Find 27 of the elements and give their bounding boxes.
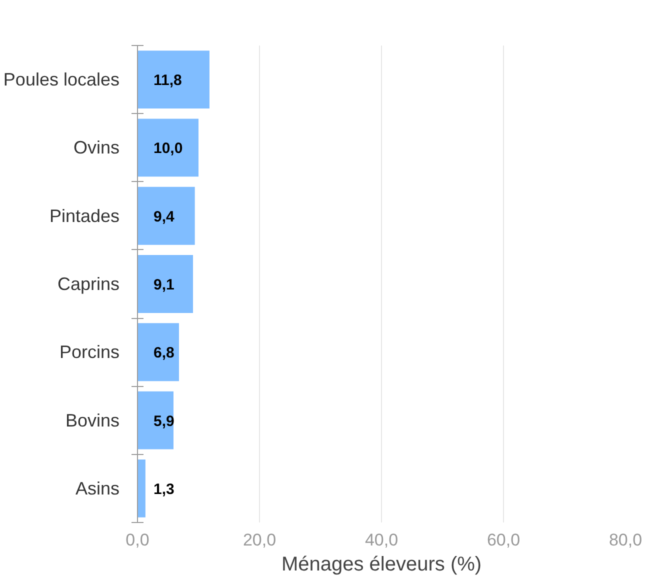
- y-tick-label: Pintades: [49, 206, 120, 226]
- y-tick-label: Ovins: [73, 138, 120, 158]
- bar: [138, 50, 210, 109]
- x-axis-title: Ménages éleveurs (%): [281, 554, 482, 576]
- data-label: 1,3: [154, 480, 174, 498]
- y-tick-label: Poules locales: [3, 70, 120, 90]
- x-tick-label: 80,0: [608, 530, 642, 550]
- x-tick-label: 20,0: [242, 530, 276, 550]
- data-label: 5,9: [154, 412, 174, 430]
- y-tick-label: Asins: [75, 478, 120, 498]
- y-tick-label: Bovins: [65, 410, 120, 430]
- x-tick-label: 0,0: [126, 530, 150, 550]
- data-label: 6,8: [154, 344, 174, 362]
- data-label: 9,4: [154, 208, 176, 226]
- bar: [138, 459, 146, 518]
- data-label: 9,1: [154, 276, 174, 294]
- bar: [138, 255, 194, 313]
- data-label: 10,0: [154, 140, 183, 158]
- x-tick-label: 40,0: [364, 530, 398, 550]
- bar: [138, 391, 174, 450]
- bar: [138, 186, 195, 245]
- data-label: 11,8: [154, 72, 182, 90]
- y-tick-label: Porcins: [59, 342, 120, 362]
- y-tick-label: Caprins: [57, 274, 120, 294]
- bar: [138, 323, 179, 382]
- x-tick-label: 60,0: [486, 530, 520, 550]
- bar: [138, 118, 198, 177]
